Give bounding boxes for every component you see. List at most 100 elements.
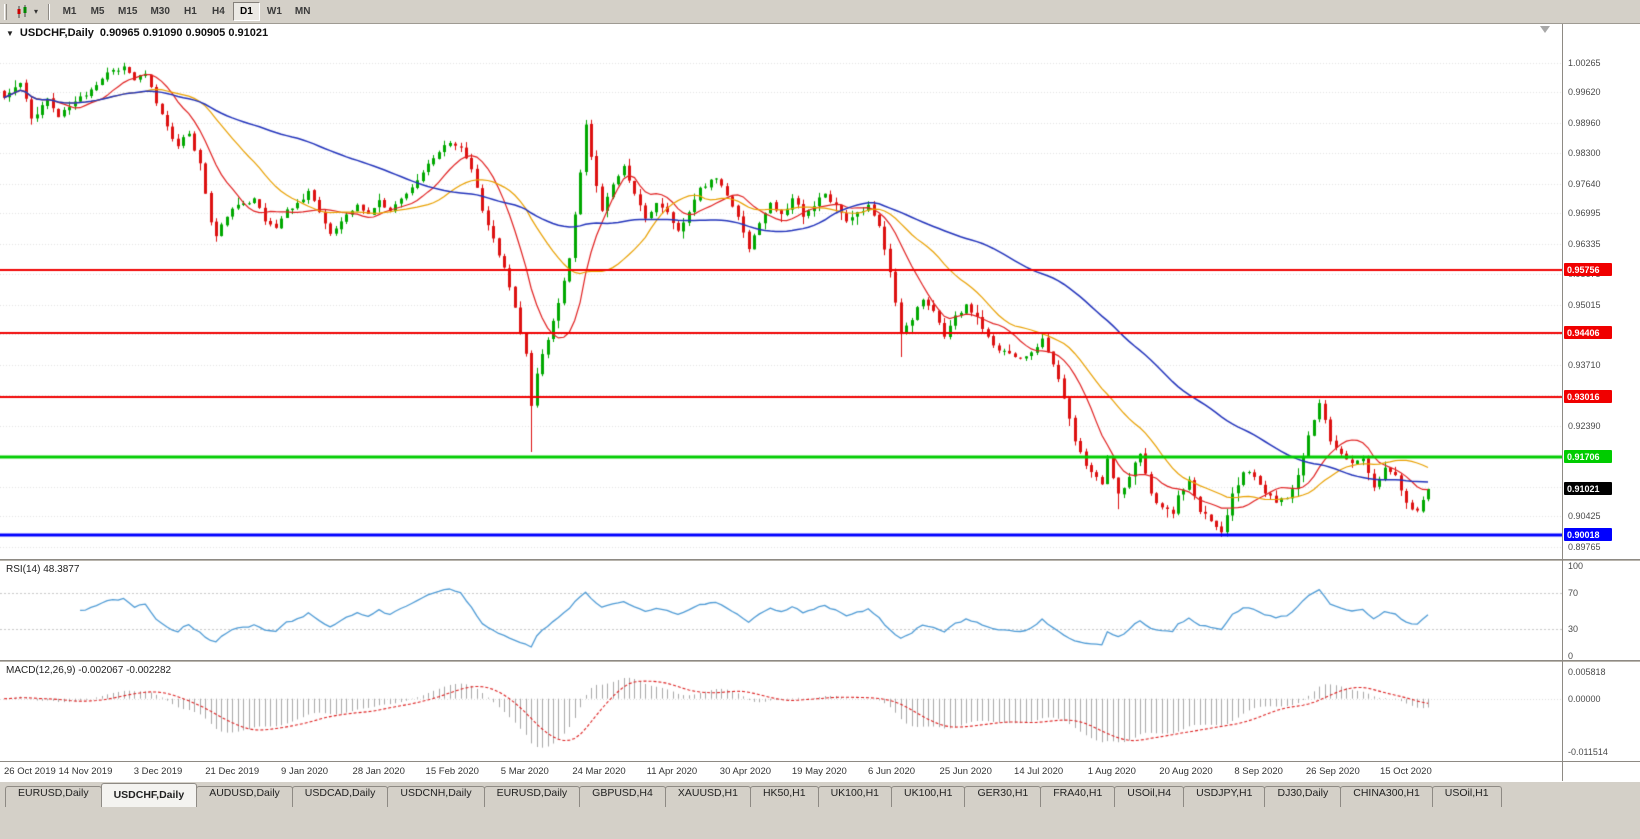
timeframe-button-w1[interactable]: W1 bbox=[261, 2, 288, 21]
chart-tab-usdcad-daily[interactable]: USDCAD,Daily bbox=[291, 786, 389, 807]
rsi-scale-label: 30 bbox=[1568, 624, 1579, 634]
chart-tab-ger30-h1[interactable]: GER30,H1 bbox=[964, 786, 1042, 807]
date-axis-label: 6 Jun 2020 bbox=[868, 766, 916, 777]
date-axis-label: 30 Apr 2020 bbox=[719, 766, 772, 777]
chart-tab-fra40-h1[interactable]: FRA40,H1 bbox=[1040, 786, 1116, 807]
chart-tab-uk100-h1[interactable]: UK100,H1 bbox=[817, 786, 893, 807]
price-axis-label: 0.98960 bbox=[1568, 117, 1601, 128]
candlestick-chart-icon bbox=[17, 4, 27, 18]
timeframe-button-m15[interactable]: M15 bbox=[112, 2, 143, 21]
chart-tab-eurusd-daily[interactable]: EURUSD,Daily bbox=[5, 786, 102, 807]
chart-tab-xauusd-h1[interactable]: XAUUSD,H1 bbox=[664, 786, 751, 807]
date-axis-label: 8 Sep 2020 bbox=[1234, 766, 1283, 777]
chart-type-button[interactable]: ▾ bbox=[12, 2, 42, 22]
macd-scale-label: -0.011514 bbox=[1568, 747, 1608, 758]
rsi-canvas[interactable] bbox=[0, 562, 1562, 660]
rsi-indicator-pane: RSI(14) 48.3877 100 70 30 0 bbox=[0, 561, 1640, 661]
date-axis-label: 14 Jul 2020 bbox=[1014, 766, 1064, 777]
macd-scale-axis: 0.005818 0.00000 -0.011514 bbox=[1563, 663, 1640, 761]
timeframe-button-m5[interactable]: M5 bbox=[84, 2, 111, 21]
price-axis-label: 0.90425 bbox=[1568, 511, 1601, 522]
hline-price-badge: 0.95756 bbox=[1564, 263, 1612, 277]
price-axis-separator bbox=[1562, 24, 1563, 781]
timeframe-button-m1[interactable]: M1 bbox=[56, 2, 83, 21]
price-axis-label: 0.96335 bbox=[1568, 238, 1601, 249]
price-axis-label: 0.99620 bbox=[1568, 87, 1601, 98]
pane-splitter[interactable] bbox=[0, 559, 1640, 562]
date-axis-label: 25 Jun 2020 bbox=[939, 766, 992, 777]
chart-tab-usdcnh-daily[interactable]: USDCNH,Daily bbox=[387, 786, 485, 807]
macd-canvas[interactable] bbox=[0, 663, 1562, 761]
date-axis-label: 1 Aug 2020 bbox=[1087, 766, 1136, 777]
chart-menu-icon[interactable]: ▼ bbox=[6, 28, 14, 38]
price-chart-canvas[interactable] bbox=[0, 24, 1562, 559]
date-axis-label: 3 Dec 2019 bbox=[133, 766, 183, 777]
chart-tab-usdjpy-h1[interactable]: USDJPY,H1 bbox=[1183, 786, 1266, 807]
rsi-scale-label: 0 bbox=[1568, 651, 1574, 661]
date-axis-label: 26 Sep 2020 bbox=[1305, 766, 1360, 777]
last-price-badge: 0.91021 bbox=[1564, 481, 1612, 495]
date-axis-label: 14 Nov 2019 bbox=[58, 766, 113, 777]
toolbar-drag-handle[interactable] bbox=[4, 3, 7, 20]
chart-tab-eurusd-daily[interactable]: EURUSD,Daily bbox=[483, 786, 581, 807]
price-chart-pane: ▼ USDCHF,Daily 0.90965 0.91090 0.90905 0… bbox=[0, 24, 1640, 559]
pane-splitter[interactable] bbox=[0, 660, 1640, 663]
price-axis-label: 0.93710 bbox=[1568, 359, 1601, 370]
timeframe-button-d1[interactable]: D1 bbox=[232, 2, 260, 21]
date-axis: 26 Oct 2019 14 Nov 2019 3 Dec 2019 21 Dec 2… bbox=[0, 761, 1640, 781]
rsi-scale-label: 100 bbox=[1568, 561, 1584, 571]
price-axis-label: 0.95015 bbox=[1568, 299, 1601, 310]
hline-price-badge: 0.93016 bbox=[1564, 389, 1612, 403]
chart-ohlc-values: 0.90965 0.91090 0.90905 0.91021 bbox=[99, 27, 269, 39]
chart-window: ▼ USDCHF,Daily 0.90965 0.91090 0.90905 0… bbox=[0, 24, 1640, 781]
date-axis-label: 28 Jan 2020 bbox=[352, 766, 405, 777]
chart-tab-uk100-h1[interactable]: UK100,H1 bbox=[891, 786, 966, 807]
timeframe-button-mn[interactable]: MN bbox=[289, 2, 317, 21]
hline-price-badge: 0.90018 bbox=[1564, 528, 1612, 542]
rsi-scale-label: 70 bbox=[1568, 588, 1579, 598]
chart-tab-usdchf-daily[interactable]: USDCHF,Daily bbox=[100, 783, 198, 807]
chart-tab-dj30-daily[interactable]: DJ30,Daily bbox=[1264, 786, 1342, 807]
macd-indicator-pane: MACD(12,26,9) -0.002067 -0.002282 0.0058… bbox=[0, 663, 1640, 761]
date-axis-label: 11 Apr 2020 bbox=[646, 766, 698, 777]
timeframe-button-m30[interactable]: M30 bbox=[144, 2, 175, 21]
timeframe-button-h1[interactable]: H1 bbox=[177, 2, 204, 21]
chart-tab-bar: EURUSD,Daily USDCHF,Daily AUDUSD,Daily USDC… bbox=[0, 781, 1640, 807]
price-axis-label: 0.89765 bbox=[1568, 541, 1601, 552]
status-strip bbox=[0, 807, 1640, 839]
date-axis-label: 19 May 2020 bbox=[791, 766, 847, 777]
chart-tab-gbpusd-h4[interactable]: GBPUSD,H4 bbox=[579, 786, 666, 807]
chart-tab-china300-h1[interactable]: CHINA300,H1 bbox=[1340, 786, 1433, 807]
date-axis-label: 15 Oct 2020 bbox=[1379, 766, 1432, 777]
price-axis-label: 0.98300 bbox=[1568, 148, 1601, 159]
price-axis-label: 0.96995 bbox=[1568, 208, 1601, 219]
date-axis-label: 26 Oct 2019 bbox=[4, 766, 56, 777]
chart-tab-usoil-h4[interactable]: USOil,H4 bbox=[1114, 786, 1185, 807]
hline-price-badge: 0.94406 bbox=[1564, 325, 1612, 339]
rsi-scale-axis: 100 70 30 0 bbox=[1563, 561, 1640, 661]
price-axis-label: 0.97640 bbox=[1568, 178, 1601, 189]
toolbar-separator bbox=[48, 3, 51, 20]
price-axis-label: 0.92390 bbox=[1568, 420, 1601, 431]
date-axis-label: 9 Jan 2020 bbox=[281, 766, 329, 777]
macd-scale-label: 0.005818 bbox=[1568, 666, 1606, 677]
timeframe-buttons-group: M1 M5 M15 M30 H1 H4 D1 W1 MN bbox=[56, 2, 316, 21]
macd-label: MACD(12,26,9) -0.002067 -0.002282 bbox=[6, 665, 172, 676]
date-axis-label: 21 Dec 2019 bbox=[205, 766, 260, 777]
price-axis-label: 1.00265 bbox=[1568, 57, 1601, 68]
date-axis-label: 24 Mar 2020 bbox=[572, 766, 626, 777]
chart-title: ▼ USDCHF,Daily 0.90965 0.91090 0.90905 0… bbox=[6, 27, 268, 39]
chart-tab-usoil-h1[interactable]: USOil,H1 bbox=[1431, 786, 1502, 807]
chart-symbol-label: USDCHF,Daily bbox=[19, 27, 94, 39]
chart-shift-marker[interactable] bbox=[1540, 26, 1550, 33]
chart-tab-hk50-h1[interactable]: HK50,H1 bbox=[749, 786, 819, 807]
date-axis-label: 15 Feb 2020 bbox=[425, 766, 479, 777]
date-axis-label: 5 Mar 2020 bbox=[500, 766, 549, 777]
timeframe-button-h4[interactable]: H4 bbox=[205, 2, 232, 21]
chart-tab-audusd-daily[interactable]: AUDUSD,Daily bbox=[196, 786, 293, 807]
macd-scale-label: 0.00000 bbox=[1568, 693, 1601, 704]
hline-price-badge: 0.91706 bbox=[1564, 450, 1612, 464]
date-axis-label: 20 Aug 2020 bbox=[1159, 766, 1213, 777]
rsi-label: RSI(14) 48.3877 bbox=[6, 564, 80, 575]
